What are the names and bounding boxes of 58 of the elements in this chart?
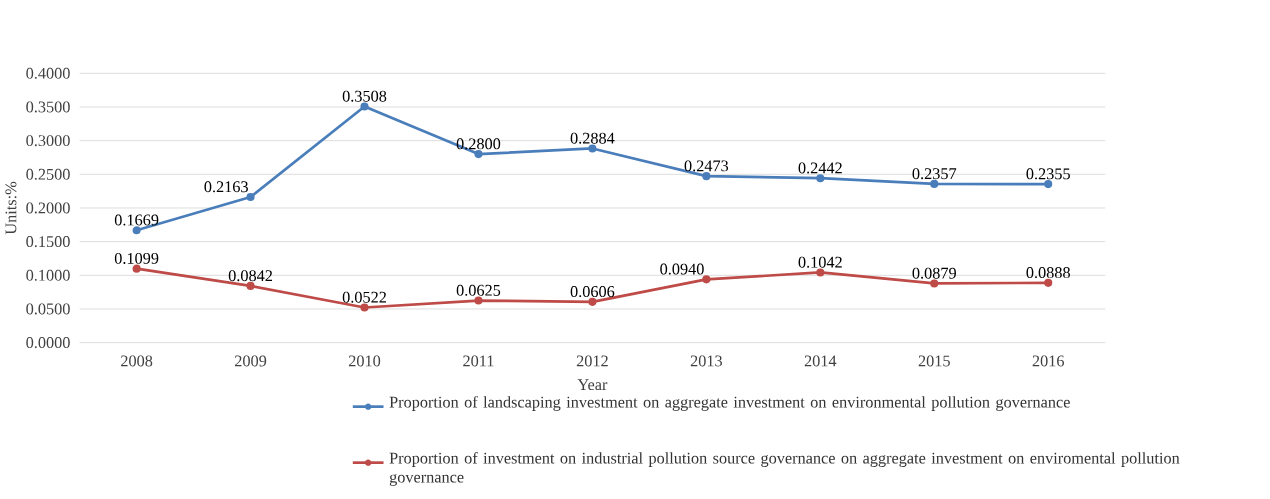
data-label: 0.0522 xyxy=(342,291,386,303)
y-tick-label: 0.3000 xyxy=(26,135,70,147)
point xyxy=(132,226,141,235)
data-label: 0.0606 xyxy=(570,286,615,298)
y-tick-label: 0.0000 xyxy=(26,337,70,349)
data-label: 0.2473 xyxy=(684,160,729,172)
point xyxy=(246,193,255,202)
x-tick-label: 2014 xyxy=(804,355,837,367)
point xyxy=(132,264,141,273)
point xyxy=(702,172,711,181)
data-label: 0.0940 xyxy=(660,263,704,275)
data-label: 0.1042 xyxy=(798,256,842,268)
y-axis-title: Units:% xyxy=(5,181,17,235)
point xyxy=(930,279,939,288)
x-axis-title: Year xyxy=(577,379,608,391)
data-label: 0.2355 xyxy=(1026,168,1070,180)
y-tick-label: 0.1000 xyxy=(26,269,70,281)
point xyxy=(816,174,825,183)
data-label: 0.2442 xyxy=(798,162,842,174)
y-tick-label: 0.0500 xyxy=(26,303,70,315)
x-tick-label: 2012 xyxy=(576,355,608,367)
point xyxy=(930,179,939,189)
point xyxy=(474,150,483,159)
data-label: 0.2357 xyxy=(912,168,957,180)
y-tick-label: 0.4000 xyxy=(26,67,70,79)
data-label: 0.0879 xyxy=(912,267,956,279)
data-label: 0.2800 xyxy=(456,138,501,150)
legend-label: Proportion of investment on industrial pollution source governance on aggregate investment on enviromental pollution governance xyxy=(389,452,1180,487)
point xyxy=(1044,278,1053,287)
legend-label: Proportion of landscaping investment on aggregate investment on environmental pollution governance xyxy=(389,396,1070,412)
data-label: 0.2163 xyxy=(204,181,248,193)
x-tick-label: 2010 xyxy=(348,355,381,367)
y-tick-label: 0.2500 xyxy=(26,168,70,180)
y-tick-label: 0.2000 xyxy=(26,202,70,214)
point xyxy=(474,296,483,305)
point xyxy=(816,268,825,277)
x-tick-label: 2016 xyxy=(1032,355,1065,367)
data-label: 0.2884 xyxy=(570,132,615,144)
y-tick-label: 0.1500 xyxy=(26,236,70,248)
x-tick-label: 2015 xyxy=(918,355,950,367)
data-label: 0.3508 xyxy=(342,90,387,102)
x-tick-label: 2011 xyxy=(463,355,494,367)
data-label: 0.1669 xyxy=(114,214,159,226)
data-label: 0.0888 xyxy=(1026,267,1070,279)
point xyxy=(1044,180,1053,189)
data-label: 0.1099 xyxy=(114,252,159,265)
point xyxy=(588,297,597,306)
point xyxy=(588,144,597,153)
data-label: 0.0842 xyxy=(228,270,273,282)
point xyxy=(360,303,369,312)
x-tick-label: 2013 xyxy=(690,355,722,367)
point xyxy=(246,281,255,291)
data-label: 0.0625 xyxy=(456,284,501,296)
x-tick-label: 2009 xyxy=(235,355,267,367)
point xyxy=(702,275,711,284)
point xyxy=(360,102,369,111)
y-tick-label: 0.3500 xyxy=(26,101,70,113)
x-tick-label: 2008 xyxy=(121,355,153,367)
